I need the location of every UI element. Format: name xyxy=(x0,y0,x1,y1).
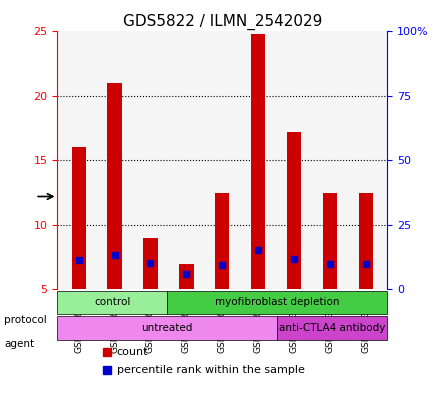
Text: anti-CTLA4 antibody: anti-CTLA4 antibody xyxy=(279,323,385,333)
FancyBboxPatch shape xyxy=(57,316,277,340)
Bar xyxy=(323,193,337,289)
Bar xyxy=(359,193,373,289)
Bar xyxy=(72,147,86,289)
Bar xyxy=(287,132,301,289)
FancyBboxPatch shape xyxy=(167,291,387,314)
Text: myofibroblast depletion: myofibroblast depletion xyxy=(215,297,339,307)
FancyBboxPatch shape xyxy=(277,316,387,340)
Bar xyxy=(143,238,158,289)
Text: untreated: untreated xyxy=(142,323,193,333)
Bar xyxy=(107,83,122,289)
Text: agent: agent xyxy=(4,339,34,349)
Text: percentile rank within the sample: percentile rank within the sample xyxy=(117,365,304,375)
Bar xyxy=(179,264,194,289)
Title: GDS5822 / ILMN_2542029: GDS5822 / ILMN_2542029 xyxy=(122,14,322,30)
Bar xyxy=(215,193,229,289)
Bar xyxy=(251,34,265,289)
Text: control: control xyxy=(94,297,130,307)
Text: protocol: protocol xyxy=(4,315,47,325)
Text: count: count xyxy=(117,347,148,357)
FancyBboxPatch shape xyxy=(57,291,167,314)
